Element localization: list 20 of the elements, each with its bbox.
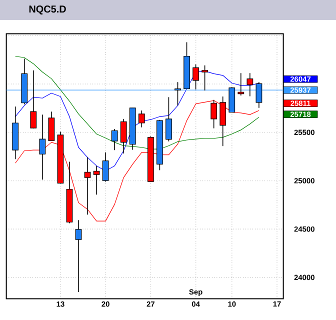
candlestick bbox=[192, 64, 199, 90]
candlestick bbox=[238, 72, 244, 96]
candlestick bbox=[166, 96, 172, 142]
candlestick bbox=[39, 114, 46, 180]
chart-title: NQC5.D bbox=[29, 6, 66, 14]
candlestick bbox=[75, 220, 82, 292]
line-series bbox=[15, 100, 260, 222]
line-series bbox=[15, 56, 260, 150]
candlestick bbox=[111, 128, 118, 150]
candlestick bbox=[246, 72, 254, 97]
candlestick bbox=[84, 157, 91, 216]
candlestick bbox=[174, 82, 181, 106]
candlestick bbox=[256, 82, 262, 108]
candlestick bbox=[48, 111, 55, 142]
candlestick bbox=[102, 152, 109, 182]
candlestick bbox=[93, 165, 100, 196]
candlestick bbox=[30, 70, 37, 129]
candlestick bbox=[120, 118, 127, 154]
candlestick bbox=[138, 110, 145, 128]
candlestick bbox=[202, 64, 208, 91]
